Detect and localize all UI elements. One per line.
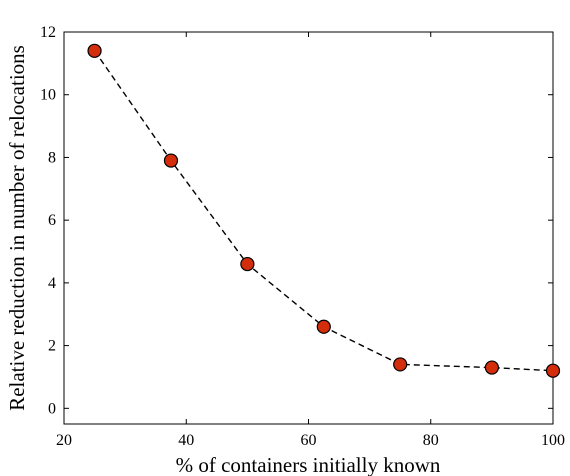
data-point <box>240 256 255 272</box>
series-markers <box>87 43 561 378</box>
y-tick-label: 12 <box>40 24 56 41</box>
y-tick-label: 10 <box>40 87 56 104</box>
data-point <box>87 43 102 58</box>
data-point <box>545 363 561 378</box>
y-tick-label: 8 <box>48 149 56 166</box>
x-tick-label: 80 <box>423 432 439 449</box>
y-tick-label: 6 <box>48 212 56 229</box>
y-tick-label: 4 <box>48 275 56 292</box>
x-tick-label: 60 <box>301 432 317 449</box>
y-axis-ticks: 0 2 4 6 8 10 12 <box>40 24 553 417</box>
y-tick-label: 0 <box>48 400 56 417</box>
data-point <box>316 319 331 334</box>
y-tick-label: 2 <box>48 338 56 355</box>
x-axis-ticks: 20 40 60 80 100 <box>56 32 565 449</box>
x-tick-label: 100 <box>541 432 565 449</box>
y-axis-label: Relative reduction in number of relocati… <box>5 45 29 411</box>
data-point <box>163 153 179 168</box>
x-tick-label: 20 <box>56 432 72 449</box>
x-axis-label: % of containers initially known <box>176 453 441 476</box>
data-point <box>484 360 499 375</box>
data-point <box>393 357 408 372</box>
plot-frame <box>63 31 554 425</box>
x-tick-label: 40 <box>178 432 194 449</box>
